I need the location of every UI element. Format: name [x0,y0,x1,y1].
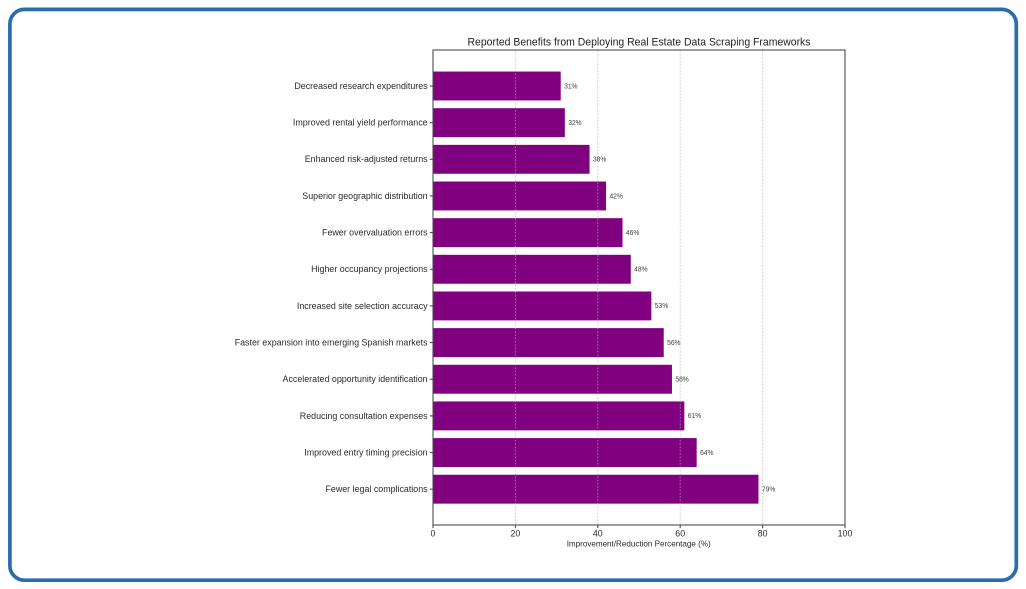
svg-text:32%: 32% [568,118,582,127]
svg-text:Faster expansion into emerging: Faster expansion into emerging Spanish m… [235,337,428,347]
svg-text:Enhanced risk-adjusted returns: Enhanced risk-adjusted returns [305,154,428,164]
svg-text:Improved rental yield performa: Improved rental yield performance [293,118,428,128]
svg-text:80: 80 [758,529,768,539]
svg-text:20: 20 [511,529,521,539]
svg-text:48%: 48% [634,265,648,274]
svg-text:56%: 56% [667,338,681,347]
svg-text:Reducing consultation expenses: Reducing consultation expenses [300,411,428,421]
svg-text:Accelerated opportunity identi: Accelerated opportunity identification [283,374,428,384]
svg-text:64%: 64% [700,448,714,457]
svg-text:40: 40 [593,529,603,539]
svg-text:Higher occupancy projections: Higher occupancy projections [311,264,428,274]
svg-text:38%: 38% [593,155,607,164]
svg-text:Reported Benefits from Deployi: Reported Benefits from Deploying Real Es… [468,37,811,49]
svg-text:46%: 46% [626,228,640,237]
svg-text:Fewer legal complications: Fewer legal complications [325,484,428,494]
svg-text:Decreased research expenditure: Decreased research expenditures [294,81,428,91]
svg-text:61%: 61% [688,411,702,420]
svg-text:100: 100 [838,529,853,539]
svg-text:79%: 79% [762,484,776,493]
svg-text:Improved entry timing precisio: Improved entry timing precision [304,447,427,457]
svg-text:58%: 58% [675,375,689,384]
svg-text:Superior geographic distributi: Superior geographic distribution [302,191,427,201]
svg-text:31%: 31% [564,81,578,90]
svg-text:60: 60 [675,529,685,539]
svg-text:Fewer overvaluation errors: Fewer overvaluation errors [322,228,428,238]
svg-text:Increased site selection accur: Increased site selection accuracy [297,301,428,311]
svg-text:0: 0 [431,529,436,539]
svg-text:42%: 42% [609,191,623,200]
svg-text:Improvement/Reduction Percenta: Improvement/Reduction Percentage (%) [567,539,711,549]
svg-text:53%: 53% [655,301,669,310]
